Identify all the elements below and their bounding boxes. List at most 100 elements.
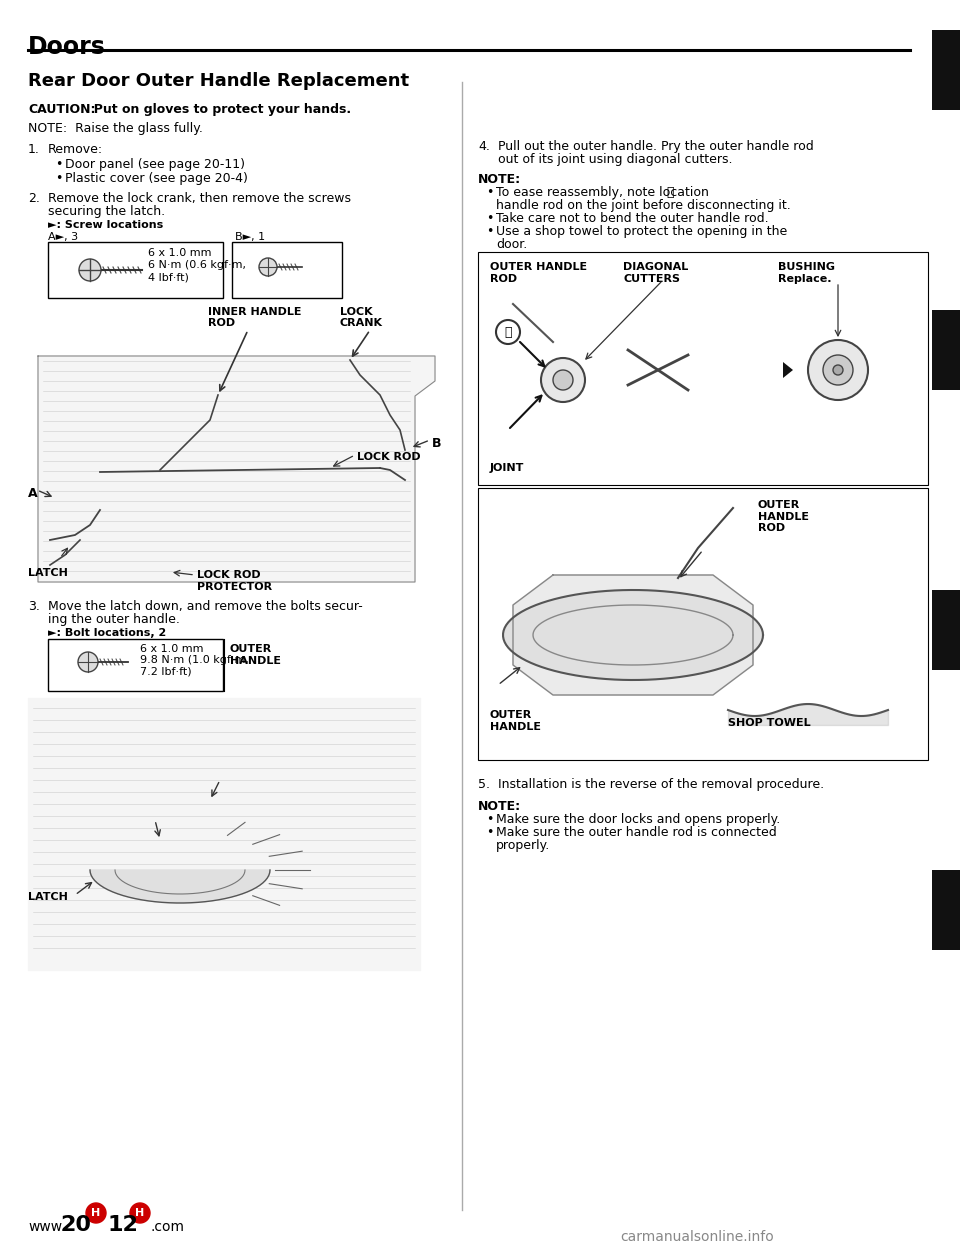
Text: OUTER
HANDLE: OUTER HANDLE	[490, 710, 541, 732]
Circle shape	[130, 1203, 150, 1223]
Text: Take care not to bend the outer handle rod.: Take care not to bend the outer handle r…	[496, 212, 769, 225]
Bar	[932, 869, 960, 950]
Text: JOINT: JOINT	[490, 463, 524, 473]
Text: CAUTION:: CAUTION:	[28, 103, 95, 116]
Text: 12: 12	[107, 1215, 138, 1235]
Text: Ⓐ: Ⓐ	[504, 325, 512, 339]
Text: Remove the lock crank, then remove the screws: Remove the lock crank, then remove the s…	[48, 193, 351, 205]
Text: •: •	[486, 814, 493, 826]
Text: •: •	[486, 212, 493, 225]
Text: OUTER HANDLE
ROD: OUTER HANDLE ROD	[490, 262, 588, 283]
Text: 6 N·m (0.6 kgf·m,: 6 N·m (0.6 kgf·m,	[148, 260, 246, 270]
Text: out of its joint using diagonal cutters.: out of its joint using diagonal cutters.	[498, 153, 732, 166]
Text: Move the latch down, and remove the bolts secur-: Move the latch down, and remove the bolt…	[48, 600, 363, 614]
Text: LOCK ROD
PROTECTOR: LOCK ROD PROTECTOR	[197, 570, 272, 591]
Text: A►, 3: A►, 3	[48, 232, 78, 242]
Text: .com: .com	[151, 1220, 185, 1235]
Text: www.: www.	[28, 1220, 65, 1235]
Text: ►: Bolt locations, 2: ►: Bolt locations, 2	[48, 628, 166, 638]
Text: B►, 1: B►, 1	[235, 232, 265, 242]
Circle shape	[808, 340, 868, 400]
Text: B: B	[432, 437, 442, 450]
Bar	[48, 638, 223, 691]
Text: To ease reassembly, note location: To ease reassembly, note location	[496, 186, 713, 199]
Text: NOTE:: NOTE:	[478, 800, 521, 814]
Polygon shape	[90, 869, 270, 903]
Circle shape	[86, 1203, 106, 1223]
Text: Use a shop towel to protect the opening in the: Use a shop towel to protect the opening …	[496, 225, 787, 238]
Text: 3.: 3.	[28, 600, 40, 614]
Text: •: •	[486, 826, 493, 840]
Circle shape	[553, 370, 573, 390]
Text: LATCH: LATCH	[28, 568, 68, 578]
Text: Make sure the door locks and opens properly.: Make sure the door locks and opens prope…	[496, 814, 780, 826]
Text: securing the latch.: securing the latch.	[48, 205, 165, 219]
Text: Doors: Doors	[28, 35, 106, 60]
Text: Installation is the reverse of the removal procedure.: Installation is the reverse of the remov…	[498, 777, 824, 791]
Bar	[48, 242, 223, 298]
Text: •: •	[55, 171, 62, 185]
Text: door.: door.	[496, 238, 527, 251]
Text: 4 lbf·ft): 4 lbf·ft)	[148, 272, 189, 282]
Text: Plastic cover (see page 20-4): Plastic cover (see page 20-4)	[65, 171, 248, 185]
Circle shape	[79, 260, 101, 281]
Text: LOCK ROD: LOCK ROD	[357, 452, 420, 462]
Circle shape	[78, 652, 98, 672]
Text: LOCK: LOCK	[340, 307, 372, 317]
Circle shape	[259, 258, 277, 276]
Text: 20: 20	[60, 1215, 91, 1235]
Circle shape	[823, 355, 853, 385]
Text: Remove:: Remove:	[48, 143, 103, 156]
Text: Pull out the outer handle. Pry the outer handle rod: Pull out the outer handle. Pry the outer…	[498, 140, 814, 153]
Bar	[932, 310, 960, 390]
Text: H: H	[135, 1208, 145, 1218]
Circle shape	[496, 320, 520, 344]
Bar	[478, 488, 928, 760]
Text: LATCH: LATCH	[28, 892, 68, 902]
Text: BUSHING
Replace.: BUSHING Replace.	[778, 262, 835, 283]
Polygon shape	[503, 590, 763, 679]
Text: Door panel (see page 20-11): Door panel (see page 20-11)	[65, 158, 245, 171]
Text: NOTE:  Raise the glass fully.: NOTE: Raise the glass fully.	[28, 122, 203, 135]
Text: OUTER
HANDLE: OUTER HANDLE	[230, 645, 281, 666]
Text: 1.: 1.	[28, 143, 40, 156]
Text: Ⓐ: Ⓐ	[666, 186, 674, 199]
Text: A: A	[28, 487, 37, 501]
Bar	[232, 242, 342, 298]
Text: DIAGONAL
CUTTERS: DIAGONAL CUTTERS	[623, 262, 688, 283]
Text: 9.8 N·m (1.0 kgf·m,: 9.8 N·m (1.0 kgf·m,	[140, 655, 249, 664]
Text: 7.2 lbf·ft): 7.2 lbf·ft)	[140, 666, 192, 676]
Text: OUTER
HANDLE
ROD: OUTER HANDLE ROD	[758, 501, 809, 533]
Polygon shape	[513, 575, 753, 696]
Text: SHOP TOWEL: SHOP TOWEL	[728, 718, 810, 728]
Text: 6 x 1.0 mm: 6 x 1.0 mm	[140, 645, 204, 655]
Text: 6 x 1.0 mm: 6 x 1.0 mm	[148, 248, 211, 258]
Text: ing the outer handle.: ing the outer handle.	[48, 614, 180, 626]
Text: H: H	[91, 1208, 101, 1218]
Circle shape	[833, 365, 843, 375]
Bar	[932, 30, 960, 111]
Bar	[932, 590, 960, 669]
Bar	[478, 252, 928, 484]
Text: ROD: ROD	[208, 318, 235, 328]
Text: CRANK: CRANK	[340, 318, 383, 328]
Text: •: •	[55, 158, 62, 171]
Text: ►: Screw locations: ►: Screw locations	[48, 220, 163, 230]
Polygon shape	[783, 361, 793, 378]
Text: Put on gloves to protect your hands.: Put on gloves to protect your hands.	[85, 103, 351, 116]
Text: •: •	[486, 225, 493, 238]
Polygon shape	[38, 356, 435, 582]
Circle shape	[541, 358, 585, 402]
Text: 5.: 5.	[478, 777, 490, 791]
Polygon shape	[28, 698, 420, 970]
Text: handle rod on the joint before disconnecting it.: handle rod on the joint before disconnec…	[496, 199, 791, 212]
Text: INNER HANDLE: INNER HANDLE	[208, 307, 301, 317]
Text: •: •	[486, 186, 493, 199]
Text: 2.: 2.	[28, 193, 40, 205]
Text: 4.: 4.	[478, 140, 490, 153]
Text: Rear Door Outer Handle Replacement: Rear Door Outer Handle Replacement	[28, 72, 409, 89]
Text: NOTE:: NOTE:	[478, 173, 521, 186]
Text: carmanualsonline.info: carmanualsonline.info	[620, 1230, 774, 1242]
Text: Make sure the outer handle rod is connected: Make sure the outer handle rod is connec…	[496, 826, 777, 840]
Text: properly.: properly.	[496, 840, 550, 852]
